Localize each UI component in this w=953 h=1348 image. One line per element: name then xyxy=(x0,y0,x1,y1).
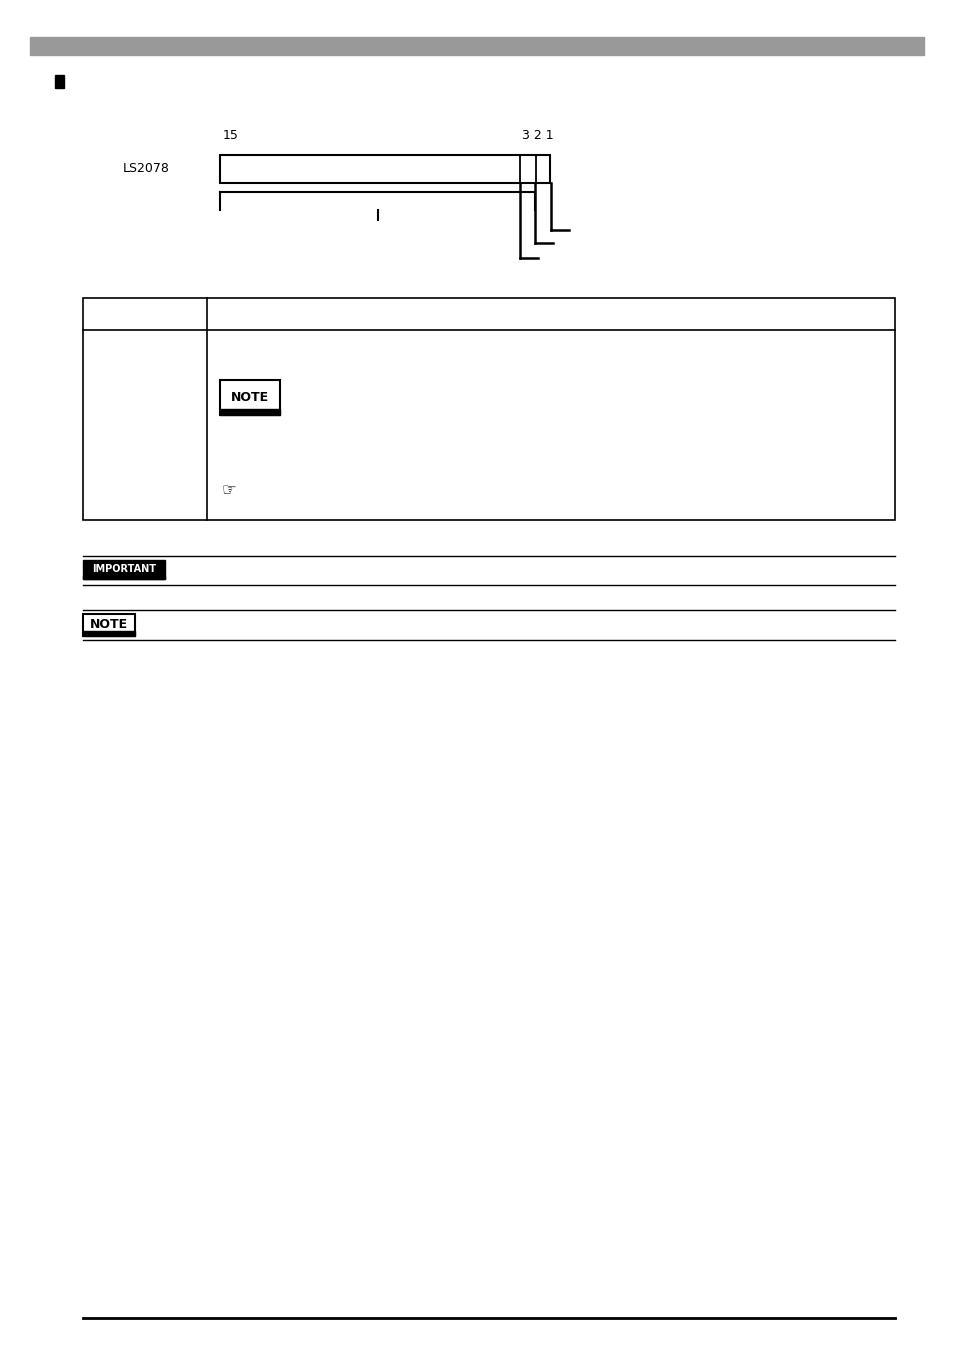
Bar xyxy=(220,408,280,415)
Bar xyxy=(220,380,280,415)
Text: NOTE: NOTE xyxy=(90,619,128,631)
Bar xyxy=(83,631,135,636)
Bar xyxy=(83,559,165,580)
Bar xyxy=(83,613,135,636)
Bar xyxy=(30,36,923,55)
Text: LS2078: LS2078 xyxy=(123,162,170,174)
Text: IMPORTANT: IMPORTANT xyxy=(91,565,156,574)
Bar xyxy=(220,155,550,183)
Bar xyxy=(83,576,165,580)
Bar xyxy=(83,298,894,520)
Bar xyxy=(55,75,64,88)
Text: 3 2 1: 3 2 1 xyxy=(521,129,553,142)
Text: ☞: ☞ xyxy=(222,481,236,499)
Text: NOTE: NOTE xyxy=(231,391,269,404)
Text: 15: 15 xyxy=(223,129,238,142)
